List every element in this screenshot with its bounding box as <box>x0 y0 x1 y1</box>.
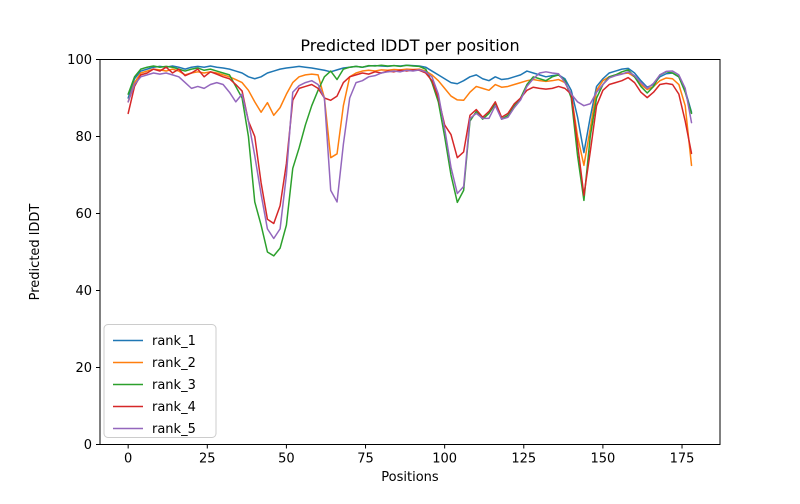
legend: rank_1 rank_2 rank_3 rank_4 rank_5 <box>103 324 217 438</box>
x-tick-label: 175 <box>670 452 695 467</box>
legend-label-rank_2: rank_2 <box>152 356 196 371</box>
legend-box <box>103 324 217 438</box>
legend-label-rank_1: rank_1 <box>152 334 196 349</box>
y-tick-label: 40 <box>75 284 92 299</box>
legend-label-rank_5: rank_5 <box>152 422 196 437</box>
line-rank_5 <box>127 69 693 240</box>
x-tick-label: 50 <box>278 452 295 467</box>
y-tick-label: 100 <box>67 53 92 68</box>
x-tick-label: 0 <box>124 452 132 467</box>
line-rank_2 <box>127 68 693 167</box>
legend-label-rank_4: rank_4 <box>152 400 196 415</box>
y-tick-label: 80 <box>75 130 92 145</box>
y-tick-label: 60 <box>75 207 92 222</box>
axes-layer: 0 25 50 75 100 125 150 175 0 20 40 60 80 100 <box>67 53 721 467</box>
x-tick-label: 25 <box>199 452 216 467</box>
series-layer <box>127 64 693 257</box>
x-tick-label: 100 <box>432 452 457 467</box>
chart-title: Predicted lDDT per position <box>300 36 519 55</box>
line-rank_3 <box>127 64 693 257</box>
legend-label-rank_3: rank_3 <box>152 378 196 393</box>
x-tick-label: 75 <box>357 452 374 467</box>
x-axis-label: Positions <box>381 470 439 485</box>
y-tick-label: 0 <box>84 438 92 453</box>
x-tick-label: 150 <box>590 452 615 467</box>
y-axis-label: Predicted lDDT <box>28 204 43 301</box>
plot-box <box>99 59 721 445</box>
x-tick-label: 125 <box>511 452 536 467</box>
y-tick-label: 20 <box>75 361 92 376</box>
